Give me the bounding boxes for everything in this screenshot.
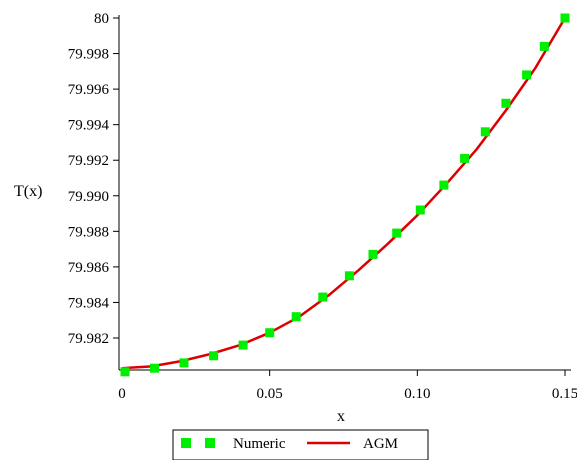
x-tick-label: 0.15 [552,386,577,402]
legend: Numeric AGM [172,429,429,460]
x-tick-label: 0.05 [257,386,283,402]
numeric-point [265,328,275,338]
numeric-point [318,292,328,302]
y-tick-label: 79.990 [68,189,109,205]
y-tick-label: 79.996 [68,82,110,98]
x-ticks: 0 0.05 0.10 0.15 [118,370,577,402]
x-axis-title: x [337,408,345,425]
numeric-point [439,180,449,190]
legend-agm-label: AGM [363,436,398,452]
y-tick-label: 79.992 [68,153,109,169]
x-tick-label: 0 [118,386,126,402]
y-tick-label: 79.994 [68,118,110,134]
legend-numeric-label: Numeric [233,436,286,452]
agm-line [121,17,567,370]
axes [118,15,571,371]
numeric-series [120,13,570,377]
numeric-point [344,271,354,281]
numeric-point [238,340,248,350]
numeric-point [539,41,549,51]
y-tick-label: 79.988 [68,224,109,240]
numeric-point [415,205,425,215]
legend-numeric-marker-1 [181,438,191,448]
numeric-point [480,127,490,137]
x-tick-label: 0.10 [404,386,430,402]
numeric-point [501,98,511,108]
legend-numeric-marker-2 [205,438,215,448]
y-tick-label: 80 [94,11,109,27]
y-tick-label: 79.998 [68,47,109,63]
numeric-point [460,153,470,163]
numeric-point [120,367,130,377]
numeric-point [209,351,219,361]
numeric-point [560,13,570,23]
numeric-point [392,228,402,238]
y-tick-label: 79.986 [68,260,110,276]
numeric-point [522,70,532,80]
numeric-point [291,312,301,322]
y-ticks: 79.982 79.984 79.986 79.988 79.990 79.992 79.9… [68,11,119,347]
y-axis-title: T(x) [14,183,42,200]
agm-series [121,17,567,370]
y-tick-label: 79.984 [68,295,110,311]
numeric-point [368,249,378,259]
legend-box [172,429,429,460]
numeric-point [150,363,159,373]
y-tick-label: 79.982 [68,331,109,347]
numeric-point [179,358,189,368]
